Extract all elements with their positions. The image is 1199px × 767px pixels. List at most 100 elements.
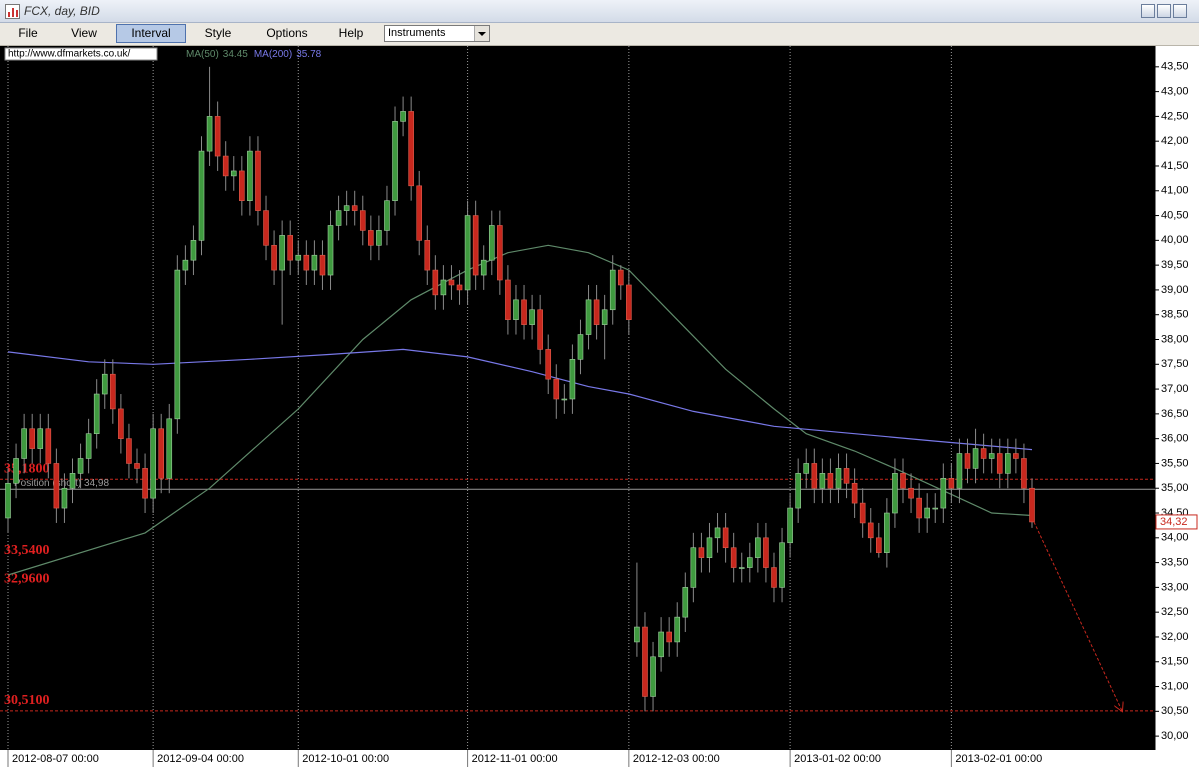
y-tick-label: 35,50 xyxy=(1161,457,1189,469)
candle-body xyxy=(182,259,189,271)
maximize-button[interactable] xyxy=(1173,4,1187,18)
candle-body xyxy=(980,448,987,459)
candle-body xyxy=(617,269,624,286)
candle-body xyxy=(738,567,745,569)
candle-body xyxy=(795,473,801,509)
legend-name: MA(50) xyxy=(186,49,219,60)
candle-body xyxy=(521,299,527,325)
x-tick-label: 2012-11-01 00:00 xyxy=(472,753,558,765)
restore-button[interactable] xyxy=(1141,4,1155,18)
title-bar: FCX, day, BID xyxy=(0,0,1199,23)
menu-item[interactable]: Options xyxy=(266,26,308,40)
y-tick-label: 43,00 xyxy=(1161,86,1189,98)
candle-body xyxy=(166,418,173,479)
dropdown-arrow[interactable] xyxy=(474,26,489,41)
y-tick-label: 43,50 xyxy=(1161,61,1189,73)
legend-name: MA(200) xyxy=(254,49,292,60)
y-tick-label: 35,00 xyxy=(1161,482,1189,494)
y-tick-label: 40,50 xyxy=(1161,209,1189,221)
candle-body xyxy=(537,309,543,350)
y-tick-label: 40,00 xyxy=(1161,234,1189,246)
candle-body xyxy=(553,378,560,400)
candle-body xyxy=(1029,487,1035,523)
y-tick-label: 38,50 xyxy=(1161,309,1189,321)
candle-body xyxy=(456,284,463,291)
candle-body xyxy=(271,245,277,271)
candle-body xyxy=(287,235,294,261)
menu-item[interactable]: Help xyxy=(338,26,364,40)
candle-body xyxy=(811,463,818,489)
candle-body xyxy=(803,463,810,474)
candle-body xyxy=(513,299,519,320)
candle-body xyxy=(118,408,124,439)
legend-value: 35.78 xyxy=(296,49,321,60)
y-tick-label: 36,00 xyxy=(1161,433,1189,445)
menu-item[interactable]: View xyxy=(71,26,97,40)
candle-body xyxy=(77,458,84,474)
candle-body xyxy=(61,487,68,509)
candle-body xyxy=(343,205,350,211)
candle-body xyxy=(359,210,366,231)
plot-area xyxy=(0,46,1155,750)
x-tick-label: 2012-08-07 00:00 xyxy=(12,753,99,765)
candle-body xyxy=(505,279,511,320)
candle-body xyxy=(230,170,237,177)
candle-body xyxy=(85,433,92,459)
y-tick-label: 39,00 xyxy=(1161,284,1189,296)
candle-body xyxy=(222,155,229,177)
candle-body xyxy=(755,537,761,558)
candle-body xyxy=(488,225,495,261)
candle-body xyxy=(577,334,584,360)
price-tag-label: 34,32 xyxy=(1160,516,1188,528)
candle-body xyxy=(529,309,535,325)
menu-bar: File View Interval Style Options Help In… xyxy=(0,23,1199,46)
candle-body xyxy=(988,453,995,459)
menu-item[interactable]: Interval xyxy=(116,24,186,43)
candle-body xyxy=(432,269,439,296)
candle-body xyxy=(569,359,576,400)
x-tick-label: 2013-02-01 00:00 xyxy=(955,753,1042,765)
level-label: 32,9600 xyxy=(4,572,50,587)
candle-body xyxy=(779,542,785,588)
candle-body xyxy=(859,502,866,524)
candle-body xyxy=(746,557,753,568)
candle-body xyxy=(335,210,342,226)
window-title: FCX, day, BID xyxy=(24,4,100,18)
candle-body xyxy=(400,111,406,122)
y-tick-label: 32,50 xyxy=(1161,606,1189,618)
candle-body xyxy=(37,428,44,449)
instruments-dropdown[interactable]: Instruments xyxy=(384,25,490,42)
y-tick-label: 39,50 xyxy=(1161,259,1189,271)
menu-item[interactable]: File xyxy=(18,26,38,40)
candle-body xyxy=(142,468,148,499)
candle-body xyxy=(279,235,285,271)
url-text: http://www.dfmarkets.co.uk/ xyxy=(8,49,130,60)
moving-average-line xyxy=(7,348,1033,451)
minimize-button[interactable] xyxy=(1157,4,1171,18)
level-label: 30,5100 xyxy=(4,693,50,708)
candle-body xyxy=(255,150,261,211)
candle-body xyxy=(948,478,955,489)
y-tick-label: 30,00 xyxy=(1161,730,1189,742)
candle-body xyxy=(263,210,269,246)
candle-body xyxy=(940,478,947,509)
candle-body xyxy=(658,631,664,658)
y-tick-label: 34,00 xyxy=(1161,532,1189,544)
candle-body xyxy=(368,230,374,246)
level-label: 35,1800 xyxy=(4,462,50,477)
candle-body xyxy=(101,373,108,395)
candle-body xyxy=(956,453,963,489)
x-tick-label: 2012-09-04 00:00 xyxy=(157,753,244,765)
candle-body xyxy=(392,121,398,201)
candle-body xyxy=(787,507,793,544)
candle-body xyxy=(650,656,656,697)
y-tick-label: 31,50 xyxy=(1161,656,1189,668)
candle-body xyxy=(1005,453,1011,474)
candle-body xyxy=(5,482,11,519)
candle-body xyxy=(150,428,156,499)
candle-body xyxy=(626,284,632,320)
candle-body xyxy=(174,269,181,420)
menu-item[interactable]: Style xyxy=(204,26,232,40)
candle-body xyxy=(867,522,874,539)
candle-body xyxy=(239,170,245,201)
